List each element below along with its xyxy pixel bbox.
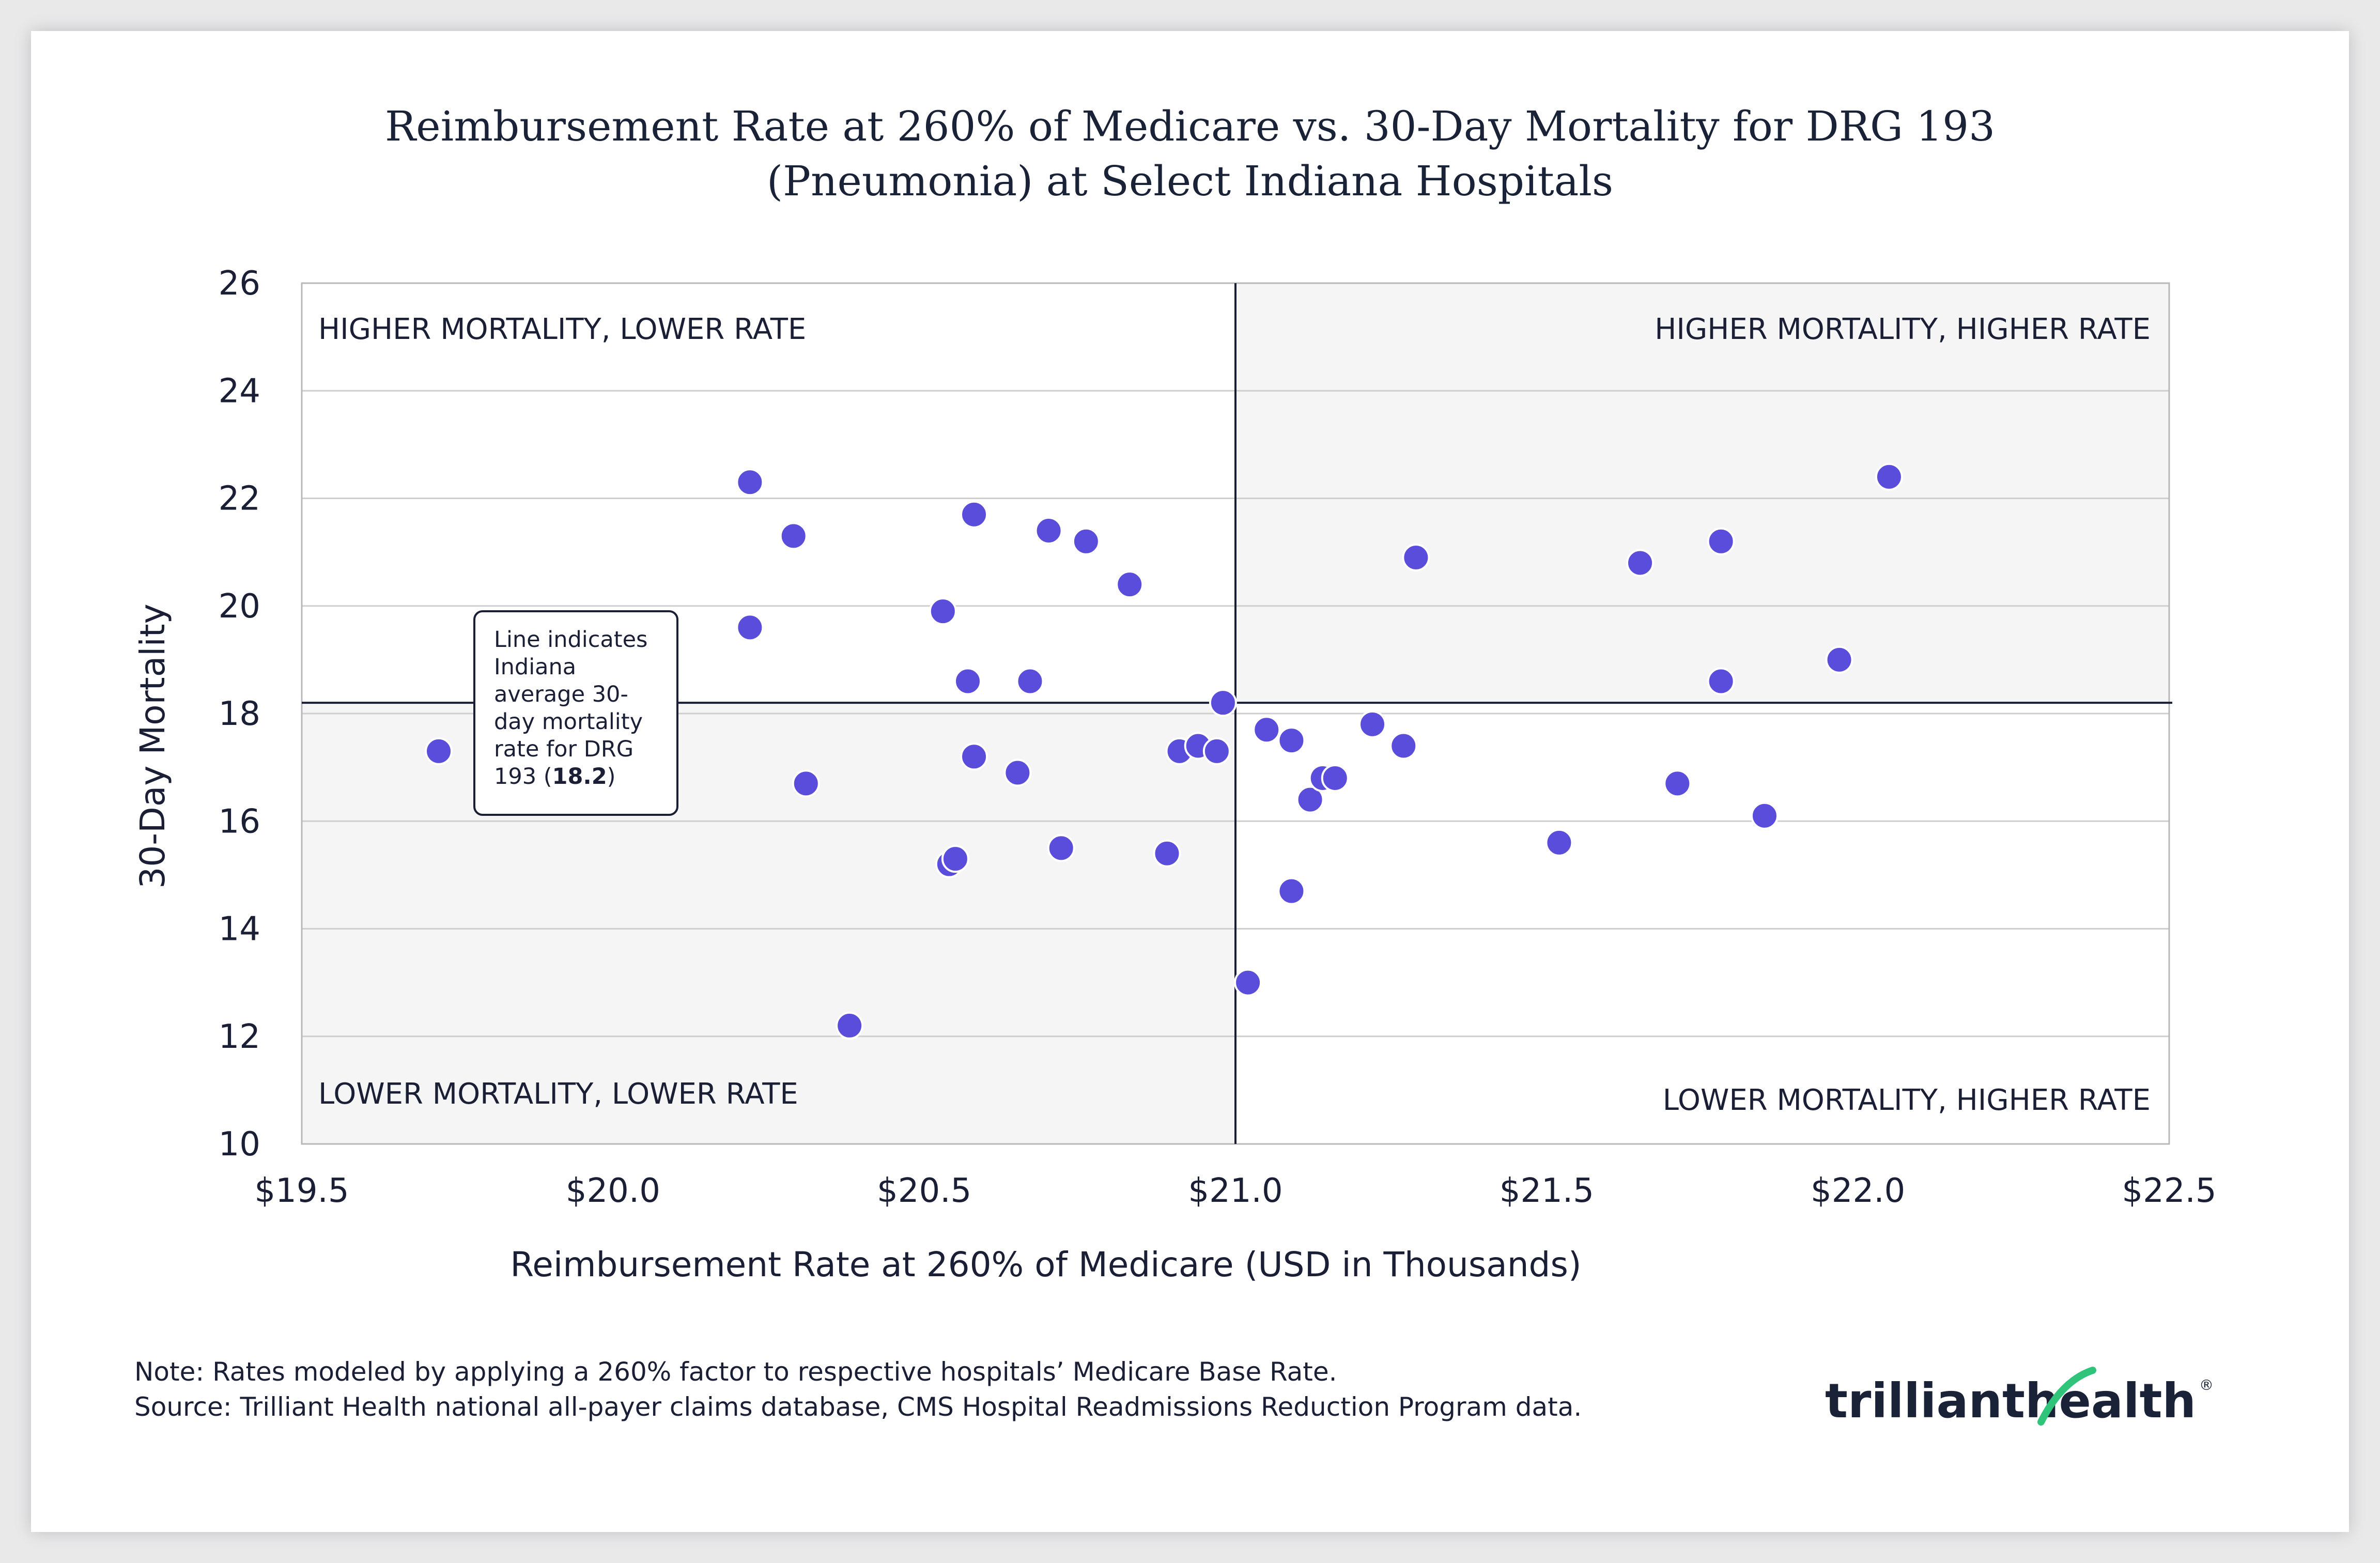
data-point — [779, 522, 808, 550]
annotation-line-6: 193 (18.2) — [494, 764, 615, 790]
annotation-line-5: rate for DRG — [494, 736, 633, 762]
trilliant-health-logo: trillianthealth ® — [1825, 1367, 2214, 1429]
y-tick-label-20: 20 — [219, 587, 260, 626]
quadrant-shading — [302, 283, 2169, 1144]
y-tick-label-14: 14 — [219, 910, 260, 949]
annotation-line-2: Indiana — [494, 654, 576, 680]
data-point — [1202, 737, 1231, 765]
data-point — [1663, 769, 1692, 798]
data-point — [1296, 785, 1324, 814]
data-point — [736, 468, 764, 497]
x-tick-label-2: $20.5 — [877, 1172, 971, 1210]
data-point — [425, 737, 453, 765]
annotation-box — [473, 610, 678, 816]
data-point — [1626, 549, 1655, 577]
data-point — [1072, 527, 1100, 555]
data-point — [1034, 516, 1063, 545]
registered-mark: ® — [2199, 1376, 2214, 1394]
data-point — [953, 667, 982, 695]
data-point — [736, 613, 764, 642]
quadrant-label-bottom-left: LOWER MORTALITY, LOWER RATE — [318, 1077, 798, 1111]
y-tick-label-22: 22 — [219, 480, 260, 518]
x-axis-ticks: $19.5 $20.0 $20.5 $21.0 $21.5 $22.0 $22.5 — [254, 1172, 2216, 1210]
average-line-annotation: Line indicates Indiana average 30- day m… — [473, 610, 678, 816]
shade-top-right — [1235, 283, 2169, 703]
logo-word-trilliant: trilliant — [1825, 1373, 2025, 1429]
y-axis-label: 30-Day Mortality — [133, 603, 173, 889]
data-point — [960, 500, 988, 529]
annotation-line-4: day mortality — [494, 709, 643, 735]
svg-text:trillianthealth: trillianthealth — [1825, 1373, 2196, 1429]
y-tick-label-26: 26 — [219, 265, 260, 303]
y-axis-ticks: 10 12 14 16 18 20 22 24 26 — [219, 265, 260, 1164]
chart-card: Reimbursement Rate at 260% of Medicare v… — [31, 31, 2349, 1532]
y-tick-label-24: 24 — [219, 372, 260, 410]
y-tick-label-18: 18 — [219, 695, 260, 733]
x-tick-label-6: $22.5 — [2122, 1172, 2216, 1210]
annotation-last-suffix: ) — [607, 764, 616, 790]
data-point — [1153, 839, 1181, 868]
data-point — [1234, 968, 1262, 997]
quadrant-label-top-right: HIGHER MORTALITY, HIGHER RATE — [1655, 313, 2151, 346]
chart-title-line-2: (Pneumonia) at Select Indiana Hospitals — [767, 157, 1613, 205]
x-axis-label: Reimbursement Rate at 260% of Medicare (… — [510, 1245, 1581, 1285]
data-point — [1707, 527, 1735, 555]
data-point — [1047, 834, 1075, 862]
x-tick-label-5: $22.0 — [1811, 1172, 1905, 1210]
data-point — [1389, 732, 1418, 760]
data-point — [1750, 801, 1779, 830]
annotation-average-value: 18.2 — [552, 764, 607, 790]
annotation-last-prefix: 193 ( — [494, 764, 552, 790]
data-point — [1003, 759, 1032, 787]
logo-swoosh-icon — [2037, 1367, 2096, 1426]
x-tick-label-3: $21.0 — [1188, 1172, 1282, 1210]
data-point — [929, 597, 957, 626]
data-point — [960, 742, 988, 771]
x-tick-label-0: $19.5 — [254, 1172, 349, 1210]
annotation-line-3: average 30- — [494, 682, 628, 707]
data-point — [1116, 570, 1144, 599]
data-points — [425, 462, 1903, 1040]
quadrant-label-top-left: HIGHER MORTALITY, LOWER RATE — [318, 313, 806, 346]
x-tick-label-4: $21.5 — [1500, 1172, 1594, 1210]
data-point — [1875, 462, 1903, 491]
data-point — [836, 1011, 864, 1040]
data-point — [941, 845, 969, 873]
data-point — [1321, 764, 1349, 792]
y-tick-label-10: 10 — [219, 1125, 260, 1164]
data-point — [1825, 645, 1853, 674]
data-point — [1358, 710, 1387, 738]
y-tick-label-12: 12 — [219, 1018, 260, 1056]
data-point — [1277, 726, 1306, 755]
annotation-line-1: Line indicates — [494, 627, 647, 653]
shade-bottom-left — [302, 703, 1235, 1144]
data-point — [1209, 689, 1237, 717]
footer-source: Source: Trilliant Health national all-pa… — [134, 1392, 1582, 1422]
x-tick-label-1: $20.0 — [566, 1172, 660, 1210]
scatter-chart: Reimbursement Rate at 260% of Medicare v… — [133, 102, 2217, 1429]
chart-title-line-1: Reimbursement Rate at 260% of Medicare v… — [385, 102, 1995, 150]
quadrant-label-bottom-right: LOWER MORTALITY, HIGHER RATE — [1663, 1084, 2151, 1117]
data-point — [1016, 667, 1044, 695]
data-point — [1707, 667, 1735, 695]
footer-note: Note: Rates modeled by applying a 260% f… — [134, 1357, 1337, 1387]
data-point — [1402, 544, 1430, 572]
y-tick-label-16: 16 — [219, 802, 260, 841]
data-point — [1277, 877, 1306, 905]
data-point — [1545, 828, 1573, 857]
data-point — [1253, 716, 1281, 744]
data-point — [792, 769, 820, 798]
